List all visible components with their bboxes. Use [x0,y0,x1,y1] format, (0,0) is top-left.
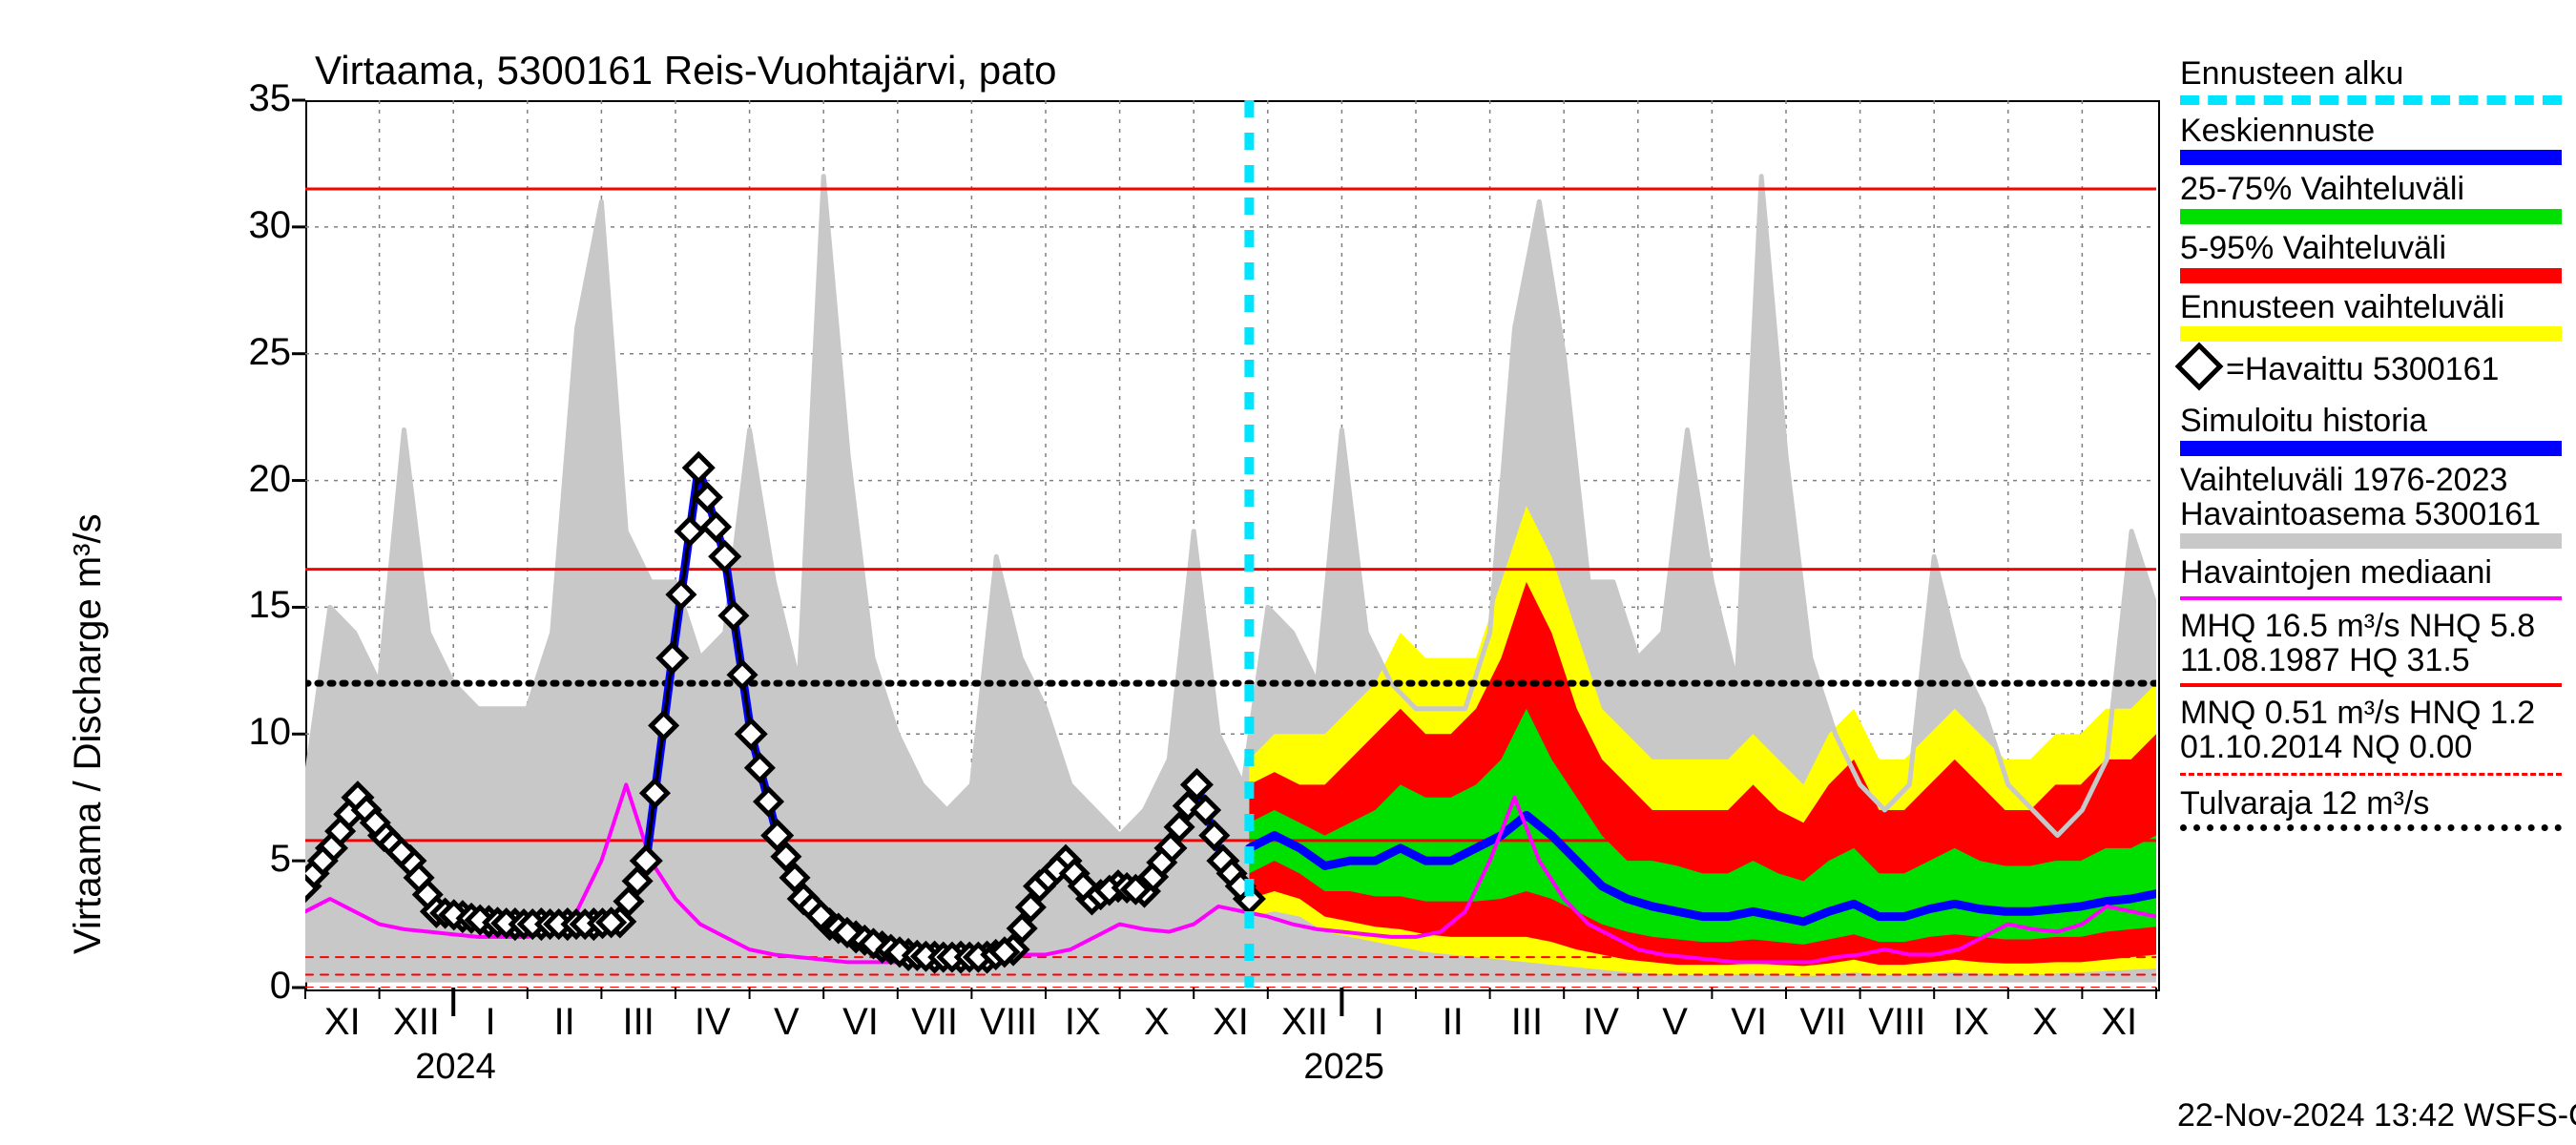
legend-item: =Havaittu 5300161 [2180,349,2562,401]
legend-item: Havaintojen mediaani [2180,556,2562,600]
legend-label: 5-95% Vaihteluväli [2180,232,2562,266]
legend-item: Vaihteluväli 1976-2023 Havaintoasema 530… [2180,464,2562,549]
legend-sublabel: 01.10.2014 NQ 0.00 [2180,731,2562,765]
legend-item: Ennusteen vaihteluväli [2180,291,2562,343]
legend-item: MHQ 16.5 m³/s NHQ 5.811.08.1987 HQ 31.5 [2180,610,2562,687]
legend-item: Keskiennuste [2180,114,2562,166]
legend-swatch [2180,773,2562,776]
legend-swatch [2180,326,2562,342]
legend-sublabel: 11.08.1987 HQ 31.5 [2180,644,2562,678]
legend-swatch [2180,95,2562,105]
legend-swatch [2180,824,2562,831]
legend-item: 25-75% Vaihteluväli [2180,173,2562,224]
legend-label: Tulvaraja 12 m³/s [2180,787,2562,822]
legend-item: Simuloitu historia [2180,405,2562,456]
legend-swatch [2180,596,2562,600]
footer-timestamp: 22-Nov-2024 13:42 WSFS-O [2177,1097,2576,1135]
legend-label: Vaihteluväli 1976-2023 [2180,464,2562,498]
legend-label: Ennusteen alku [2180,57,2562,92]
legend-sublabel: Havaintoasema 5300161 [2180,498,2562,532]
legend-swatch [2180,441,2562,456]
legend-label: =Havaittu 5300161 [2180,349,2562,387]
legend-swatch [2180,209,2562,224]
legend-swatch [2180,268,2562,283]
legend-label: 25-75% Vaihteluväli [2180,173,2562,207]
legend-label: Simuloitu historia [2180,405,2562,439]
legend-label: Havaintojen mediaani [2180,556,2562,591]
legend-swatch [2180,150,2562,165]
legend-swatch [2180,533,2562,549]
legend-label: Keskiennuste [2180,114,2562,149]
legend: Ennusteen alku Keskiennuste 25-75% Vaihtel… [2180,57,2562,841]
legend-label: MHQ 16.5 m³/s NHQ 5.8 [2180,610,2562,644]
legend-item: MNQ 0.51 m³/s HNQ 1.201.10.2014 NQ 0.00 [2180,697,2562,775]
legend-item: Tulvaraja 12 m³/s [2180,787,2562,832]
legend-item: Ennusteen alku [2180,57,2562,105]
legend-label: MNQ 0.51 m³/s HNQ 1.2 [2180,697,2562,731]
legend-label: Ennusteen vaihteluväli [2180,291,2562,325]
legend-item: 5-95% Vaihteluväli [2180,232,2562,283]
legend-swatch [2180,683,2562,687]
